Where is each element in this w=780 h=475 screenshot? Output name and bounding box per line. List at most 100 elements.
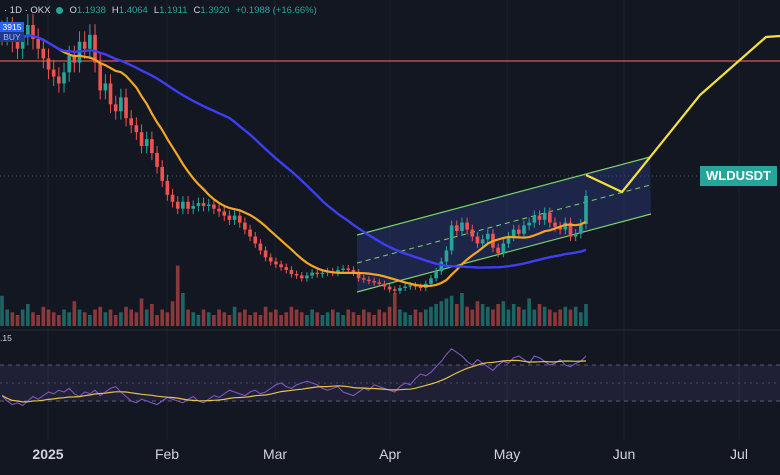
volume-bar	[108, 309, 113, 326]
volume-bar	[434, 304, 438, 326]
candle-body	[196, 203, 201, 206]
candle-body	[465, 222, 469, 230]
x-tick-label: May	[493, 446, 521, 462]
x-tick-label: Jul	[730, 446, 748, 462]
candle-body	[398, 288, 402, 291]
channel-midline	[356, 184, 651, 264]
volume-bar	[548, 309, 552, 326]
candle-body	[88, 34, 92, 49]
volume-bar	[253, 312, 258, 326]
volume-bar	[579, 312, 583, 326]
volume-bar	[72, 301, 77, 326]
candle-body	[31, 25, 35, 39]
candle-body	[206, 204, 211, 206]
candle-body	[227, 215, 232, 220]
candle-body	[418, 286, 423, 288]
order-price-box[interactable]: 3915 BUY	[0, 22, 24, 42]
candle-body	[186, 201, 190, 209]
volume-bar	[418, 312, 423, 326]
candle-body	[299, 275, 304, 279]
candle-body	[139, 132, 144, 147]
candle-body	[232, 215, 237, 220]
volume-bar	[573, 306, 578, 326]
candle-body	[134, 125, 139, 133]
candle-body	[93, 34, 97, 63]
candle-body	[253, 236, 258, 244]
open-value: 1.1938	[76, 4, 106, 16]
moving-averages	[1, 29, 587, 288]
volume-bar	[522, 309, 526, 326]
volume-bar	[181, 293, 185, 326]
candle-body	[67, 55, 71, 73]
volume-bar	[470, 309, 475, 326]
candle-body	[537, 215, 542, 220]
candle-body	[237, 215, 242, 223]
volume-bar	[119, 312, 123, 326]
volume-bar	[517, 306, 521, 326]
candle-body	[408, 285, 413, 287]
ma-short-line	[1, 29, 587, 288]
candle-body	[108, 83, 113, 105]
volume-bar	[336, 312, 340, 326]
candle-body	[119, 97, 123, 112]
candle-body	[144, 139, 149, 147]
candle-body	[82, 41, 87, 49]
volume-bar	[191, 312, 196, 326]
volume-bar	[454, 304, 459, 326]
candle-body	[558, 226, 562, 230]
volume-bar	[439, 301, 444, 326]
candle-body	[506, 236, 511, 244]
volume-bar	[408, 315, 413, 326]
candle-body	[485, 233, 490, 240]
candle-body	[113, 104, 118, 112]
candle-body	[160, 166, 165, 181]
volume-bar	[356, 315, 361, 326]
market-status-icon	[56, 6, 64, 14]
volume-bar	[77, 309, 82, 326]
volume-bar	[310, 309, 314, 326]
candle-body	[403, 286, 407, 288]
candle-body	[41, 48, 46, 59]
volume-bar	[558, 309, 562, 326]
volume-bar	[449, 295, 454, 326]
volume-bar	[57, 315, 61, 326]
candle-body	[351, 269, 356, 273]
volume-bar	[341, 315, 345, 326]
volume-bar	[475, 301, 480, 326]
volume-bar	[532, 309, 537, 326]
volume-bar	[67, 312, 71, 326]
candle-body	[553, 222, 557, 227]
candle-body	[62, 72, 66, 84]
x-tick-label: Apr	[379, 446, 401, 462]
volume-bar	[268, 312, 273, 326]
volume-bar	[175, 265, 180, 326]
x-tick-label: Jun	[612, 446, 636, 462]
x-tick-label: Mar	[262, 446, 288, 462]
candle-body	[258, 243, 263, 251]
candle-body	[496, 247, 500, 254]
volume-bar	[41, 306, 46, 326]
candle-body	[336, 269, 340, 273]
candle-body	[72, 55, 77, 63]
rsi-value-label: .15	[0, 333, 12, 343]
volume-bar	[398, 309, 402, 326]
volume-bar	[382, 312, 387, 326]
candle-body	[548, 212, 552, 223]
volume-bar	[496, 304, 500, 326]
candle-body	[346, 268, 351, 270]
candle-body	[429, 278, 433, 284]
volume-bar	[160, 309, 165, 326]
candle-body	[377, 282, 382, 284]
volume-bar	[320, 315, 325, 326]
volume-bar	[62, 309, 66, 326]
volume-bar	[413, 309, 418, 326]
candle-body	[243, 222, 247, 230]
volume-bar	[103, 312, 108, 326]
volume-bar	[289, 306, 294, 326]
volume-bar	[351, 312, 356, 326]
volume-bar	[217, 309, 221, 326]
volume-bar	[129, 309, 134, 326]
volume-bar	[201, 309, 206, 326]
